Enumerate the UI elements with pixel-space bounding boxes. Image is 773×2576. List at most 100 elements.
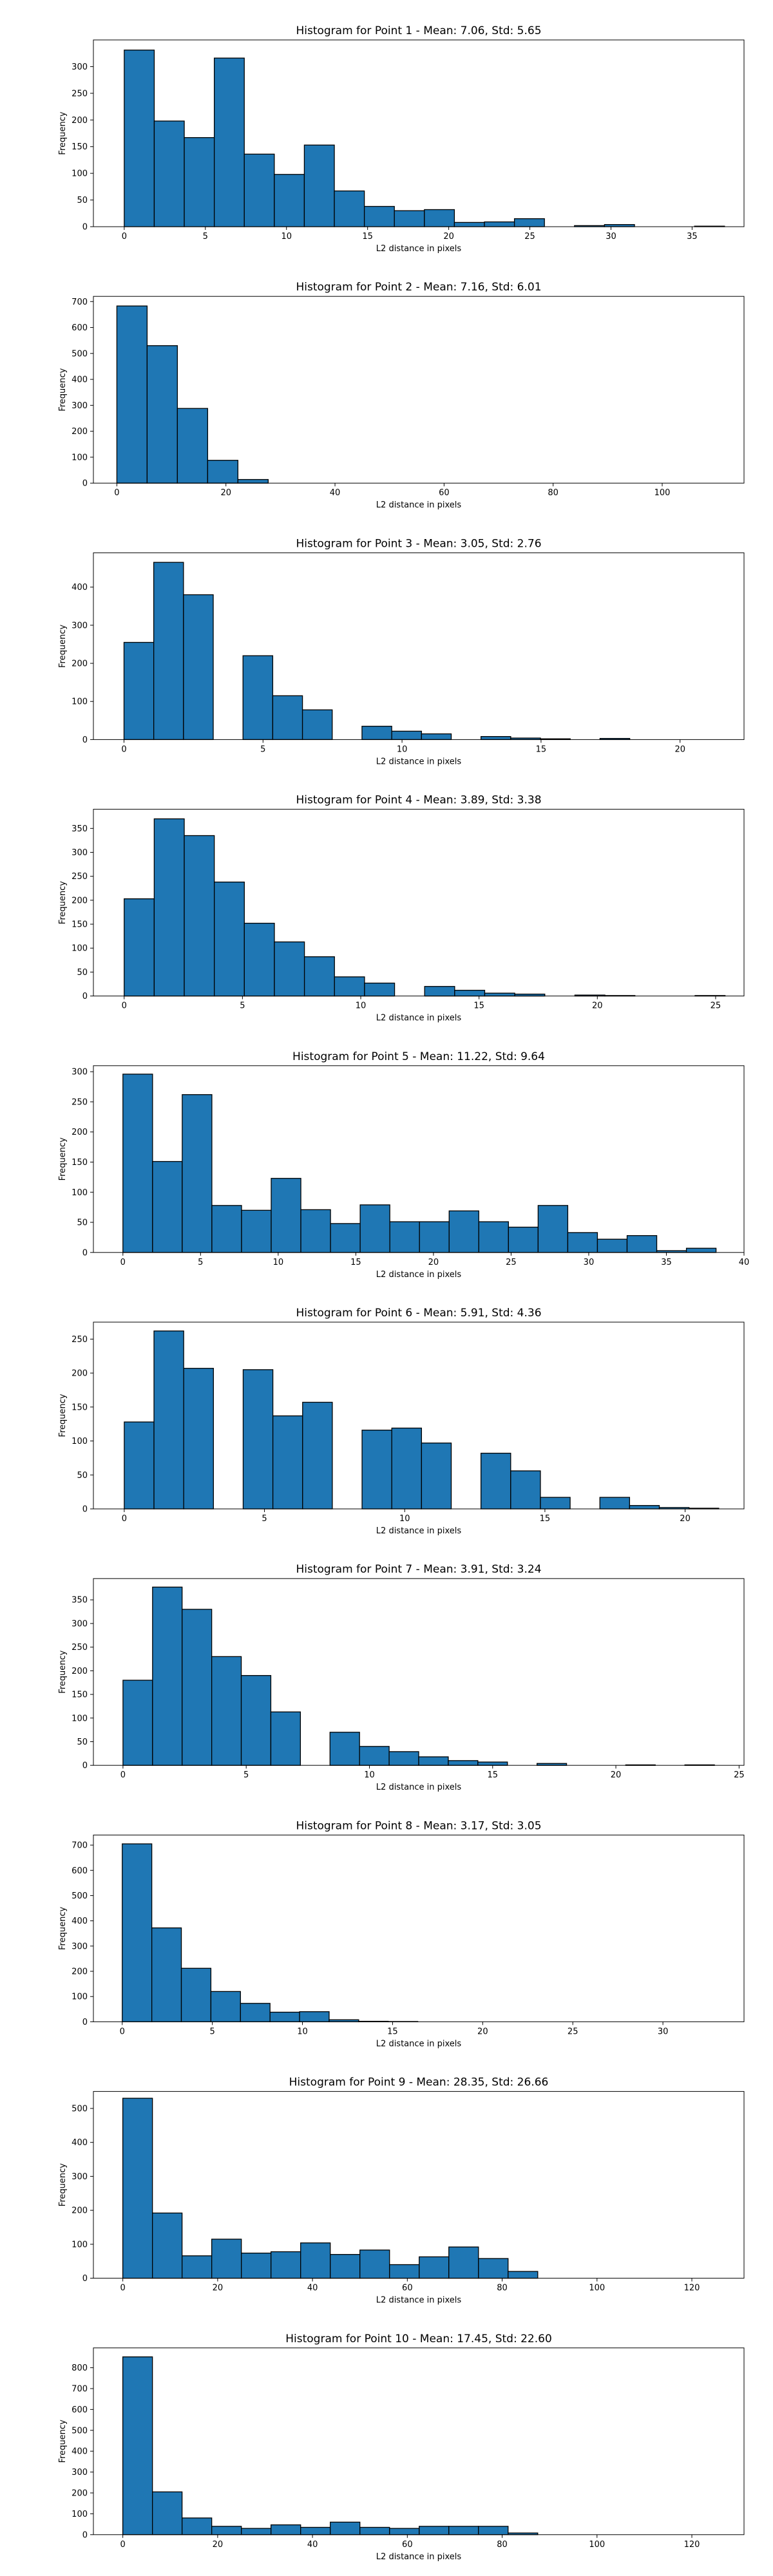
histogram-bar [389,2528,420,2535]
y-axis-label: Frequency [58,1394,68,1437]
histogram-bar [359,2526,390,2535]
histogram-bar [537,1205,569,1253]
histogram-bar [153,1331,184,1510]
histogram-bar [211,1656,242,1766]
y-tick-label: 700 [72,298,88,307]
histogram-bar [421,733,452,741]
x-tick-label: 20 [443,232,454,242]
y-tick-label: 250 [72,1335,88,1345]
chart-panel-9: 0 20 40 60 80 100 120 0 100 200 300 400 500 Histogram… [58,2076,745,2306]
x-tick-label: 35 [687,232,698,242]
x-tick-label: 20 [477,2027,488,2036]
x-tick-label: 5 [243,1770,249,1780]
x-tick-label: 25 [711,1001,721,1011]
y-tick-label: 300 [72,1619,88,1629]
histogram-bar [241,2252,272,2279]
y-tick-label: 700 [72,1841,88,1851]
y-tick-label: 150 [72,920,88,930]
histogram-bar [211,2526,242,2535]
histogram-bar [596,1238,628,1253]
y-tick-label: 300 [72,2172,88,2182]
y-tick-label: 150 [72,1158,88,1168]
y-tick-label: 400 [72,1917,88,1926]
plot-frame [93,1321,745,1510]
x-tick-label: 20 [680,1514,691,1524]
y-axis-label: Frequency [58,368,68,411]
histogram-bar [508,2271,539,2279]
chart-panel-2: 0 20 40 60 80 100 0 100 200 300 400 500 600 700 Histog… [58,281,745,510]
x-axis-label: L2 distance in pixels [376,757,462,766]
y-tick-label: 200 [72,427,88,437]
y-tick-label: 0 [82,735,88,745]
x-tick-label: 30 [584,1258,595,1267]
x-tick-label: 15 [387,2027,398,2036]
histogram-bar [359,1204,390,1253]
histogram-bar [183,1368,214,1510]
histogram-bar [448,1210,479,1253]
histogram-bar [394,210,425,227]
histogram-bar [213,57,245,227]
histogram-bar [484,221,515,227]
histogram-bar [153,562,184,741]
histogram-bar [448,2246,479,2279]
histogram-bar [418,1756,449,1766]
histogram-bar [302,1401,333,1510]
histogram-bar [211,1205,242,1253]
y-tick-label: 300 [72,848,88,858]
histogram-bar [214,881,245,997]
x-axis-label: L2 distance in pixels [376,2296,462,2306]
histogram-bar [243,922,275,997]
x-tick-label: 15 [350,1258,361,1267]
x-tick-label: 0 [114,488,119,498]
x-tick-label: 10 [399,1514,410,1524]
x-tick-label: 25 [734,1770,745,1780]
y-tick-label: 0 [82,479,88,489]
histogram-bar [361,726,392,741]
y-axis-label: Frequency [58,625,68,668]
histogram-bar [300,1209,331,1253]
histogram-bar [419,2526,450,2535]
chart-title: Histogram for Point 4 - Mean: 3.89, Std:… [296,794,541,807]
histogram-bar [152,1160,183,1253]
y-tick-label: 100 [72,944,88,954]
x-tick-label: 15 [473,1001,484,1011]
chart-title: Histogram for Point 8 - Mean: 3.17, Std:… [296,1819,541,1832]
x-tick-label: 0 [120,2027,125,2036]
x-tick-label: 10 [273,1258,284,1267]
x-tick-label: 5 [240,1001,245,1011]
histogram-bar [419,1221,450,1253]
histogram-bar [182,2255,213,2279]
x-tick-label: 5 [203,232,208,242]
histogram-bar [240,2003,271,2023]
x-tick-label: 60 [402,2540,413,2550]
y-tick-label: 50 [77,196,88,205]
chart-title: Histogram for Point 10 - Mean: 17.45, St… [285,2333,552,2345]
chart-panel-1: 0 5 10 15 20 25 30 35 0 50 100 150 200 250 300 Histogra… [58,24,745,254]
plot-frame [93,1834,745,2022]
x-tick-label: 100 [589,2540,605,2550]
histogram-bar [271,2251,301,2279]
x-tick-label: 40 [330,488,341,498]
chart-title: Histogram for Point 1 - Mean: 7.06, Std:… [296,24,541,37]
histogram-bar [146,345,178,484]
plot-frame [93,39,745,227]
y-tick-label: 100 [72,453,88,462]
y-tick-label: 400 [72,2447,88,2457]
x-tick-label: 20 [428,1258,439,1267]
histogram-bar [182,1609,213,1766]
x-tick-label: 0 [120,2540,126,2550]
y-tick-label: 600 [72,1866,88,1876]
y-tick-label: 350 [72,1596,88,1605]
histogram-bar [567,1232,598,1253]
histogram-bar [599,1497,631,1510]
x-tick-label: 0 [120,1770,126,1780]
x-tick-label: 20 [213,2284,224,2293]
y-tick-label: 400 [72,2138,88,2148]
histogram-bar [243,153,275,227]
histogram-bar [478,1221,509,1253]
plot-frame [93,296,745,484]
histogram-bar [242,1369,274,1510]
y-tick-label: 0 [82,223,88,232]
